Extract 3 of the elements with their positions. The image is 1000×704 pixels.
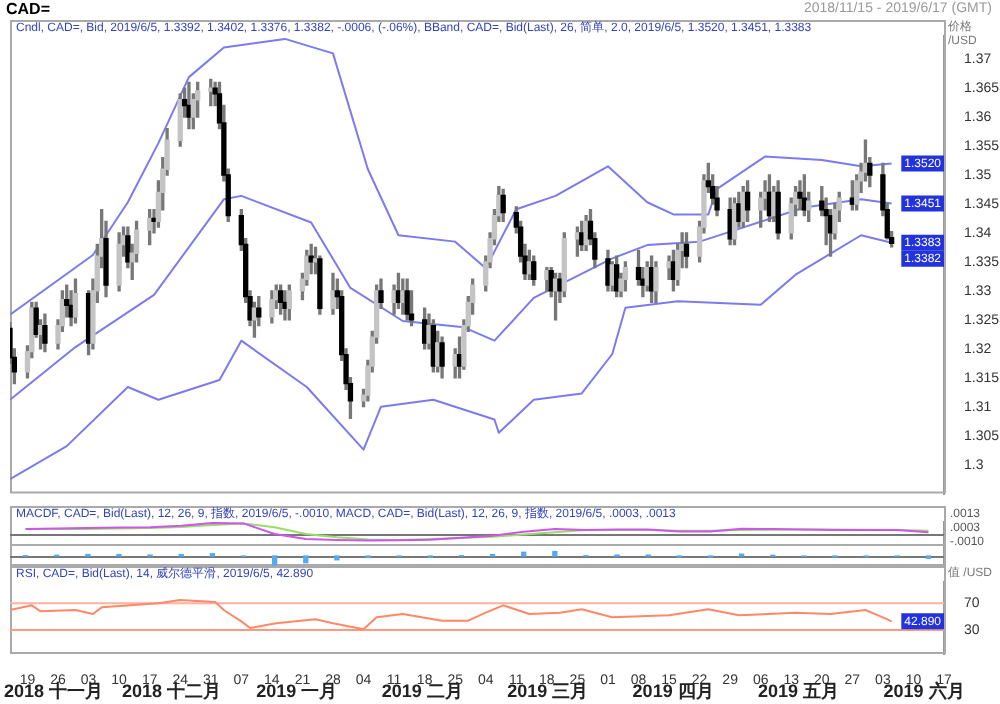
candlestick — [797, 180, 803, 211]
candlestick — [282, 290, 288, 321]
chart-title: CAD= — [6, 0, 51, 20]
